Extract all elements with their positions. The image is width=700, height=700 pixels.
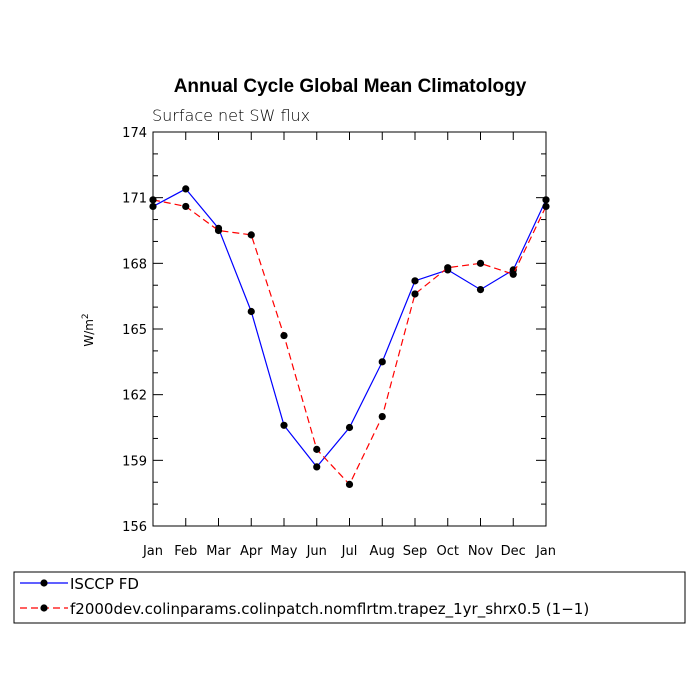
x-tick-label: Mar [206, 544, 231, 559]
series-1-point [247, 307, 255, 316]
legend-label-1: ISCCP FD [70, 575, 139, 593]
series-line-2 [152, 199, 547, 486]
x-tick-label: Nov [468, 544, 494, 559]
legend: ISCCP FD f2000dev.colinparams.colinpatch.… [20, 575, 589, 619]
chart-subtitle: Surface net SW flux [152, 106, 310, 125]
series-layer [149, 185, 550, 489]
legend-marker-2 [40, 604, 48, 612]
series-2-point [378, 412, 386, 421]
x-tick-label: Oct [437, 544, 459, 559]
series-2-point [247, 231, 255, 239]
series-2-point [411, 290, 419, 298]
y-tick-label: 168 [122, 257, 147, 272]
x-tick-label: Aug [370, 544, 395, 559]
plot-frame [152, 131, 547, 527]
x-tick-label: Jan [535, 544, 556, 559]
y-tick-label: 159 [122, 454, 147, 469]
y-axis-label-base: W/m [82, 319, 96, 347]
series-1-point [345, 423, 354, 432]
series-2-point [476, 259, 485, 267]
x-tick-label: Jul [341, 544, 358, 559]
series-2-point [149, 196, 157, 204]
y-tick-label: 165 [122, 323, 147, 338]
series-2-point [444, 264, 452, 272]
series-2-point [313, 445, 321, 453]
series-1-point [149, 202, 157, 211]
y-tick-label: 156 [122, 520, 147, 535]
legend-label-2: f2000dev.colinparams.colinpatch.nomflrtm… [70, 600, 589, 619]
y-tick-label: 162 [122, 389, 147, 404]
axes: Jan Feb Mar Apr May Jun Jul Aug Sep Oct Nov Dec Jan 1… [122, 126, 556, 559]
legend-marker-1 [40, 579, 48, 587]
x-tick-label: Dec [501, 544, 526, 559]
y-tick-label: 171 [122, 192, 147, 207]
x-tick-label: May [271, 544, 298, 559]
x-tick-label: Sep [403, 544, 428, 559]
series-1-point [476, 286, 485, 294]
series-2-point [182, 202, 190, 211]
x-tick-label: Apr [240, 544, 263, 559]
chart-title: Annual Cycle Global Mean Climatology [174, 76, 527, 97]
series-1-point [182, 185, 190, 193]
series-2-point [214, 226, 223, 235]
series-1-point [542, 196, 550, 204]
series-2-point [345, 480, 354, 489]
x-tick-label: Jan [142, 544, 163, 559]
series-1-point [280, 421, 288, 429]
x-tick-label: Jun [306, 544, 327, 559]
x-tick-label: Feb [174, 544, 197, 559]
y-axis-label-superscript: 2 [81, 313, 91, 319]
y-tick-label: 174 [122, 126, 147, 141]
series-1-point [378, 358, 386, 366]
y-axis-label: W/m2 [81, 313, 96, 346]
legend-box [13, 571, 686, 624]
series-2-point [509, 270, 517, 278]
series-2-point [280, 331, 288, 340]
series-1-point [313, 463, 321, 471]
series-1-point [411, 277, 419, 285]
series-2-point [542, 202, 550, 211]
